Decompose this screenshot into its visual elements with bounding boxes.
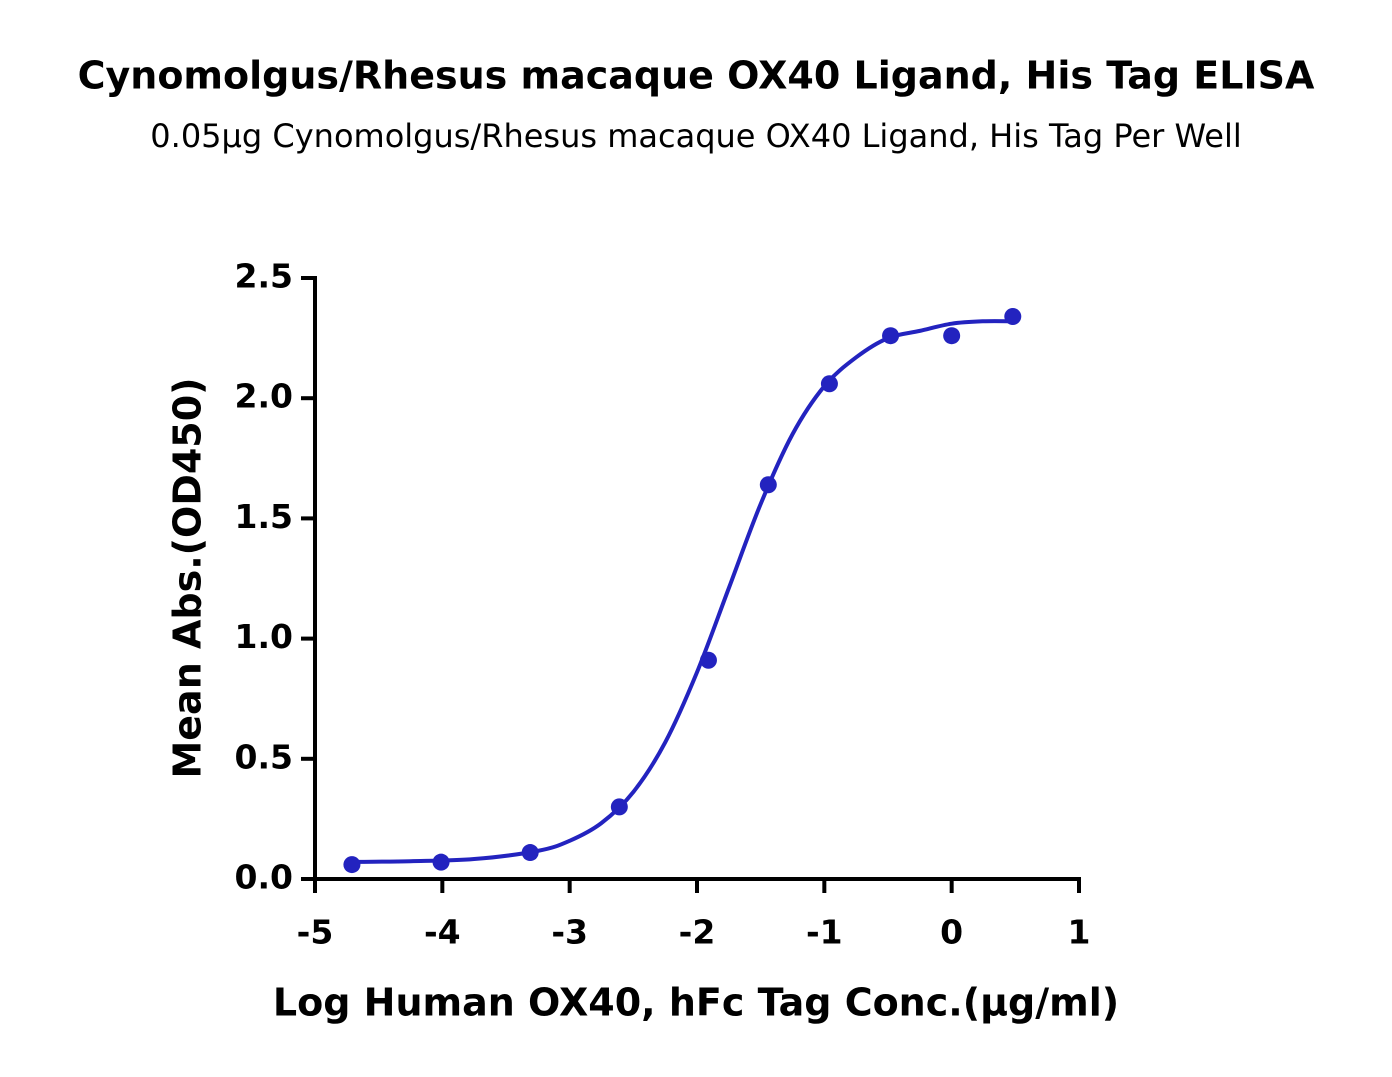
- x-tick-label: 0: [940, 913, 963, 952]
- y-tick-label: 1.5: [235, 497, 293, 536]
- x-tick-label: -3: [551, 913, 588, 952]
- y-axis-label: Mean Abs.(OD450): [166, 377, 210, 778]
- data-point: [699, 651, 717, 669]
- y-tick-label: 1.0: [235, 617, 293, 656]
- x-axis-label: Log Human OX40, hFc Tag Conc.(μg/ml): [273, 981, 1119, 1025]
- data-point: [432, 853, 450, 871]
- data-point: [882, 327, 900, 345]
- chart-subtitle: 0.05μg Cynomolgus/Rhesus macaque OX40 Li…: [150, 117, 1241, 155]
- x-tick-label: -2: [679, 913, 716, 952]
- data-point: [1004, 307, 1022, 325]
- x-tick-label: -5: [297, 913, 334, 952]
- data-point: [820, 375, 838, 393]
- data-point: [610, 798, 628, 816]
- x-tick-label: 1: [1068, 913, 1091, 952]
- x-tick-label: -1: [806, 913, 843, 952]
- y-tick-label: 2.0: [235, 377, 293, 416]
- y-tick-label: 0.0: [235, 858, 293, 897]
- data-point: [943, 327, 961, 345]
- data-point: [759, 476, 777, 494]
- y-tick-label: 0.5: [235, 737, 293, 776]
- y-tick-label: 2.5: [235, 257, 293, 296]
- x-tick-label: -4: [424, 913, 461, 952]
- data-point: [343, 856, 361, 874]
- chart-title: Cynomolgus/Rhesus macaque OX40 Ligand, H…: [78, 54, 1315, 98]
- fit-curve: [353, 319, 1013, 864]
- data-point: [521, 844, 539, 862]
